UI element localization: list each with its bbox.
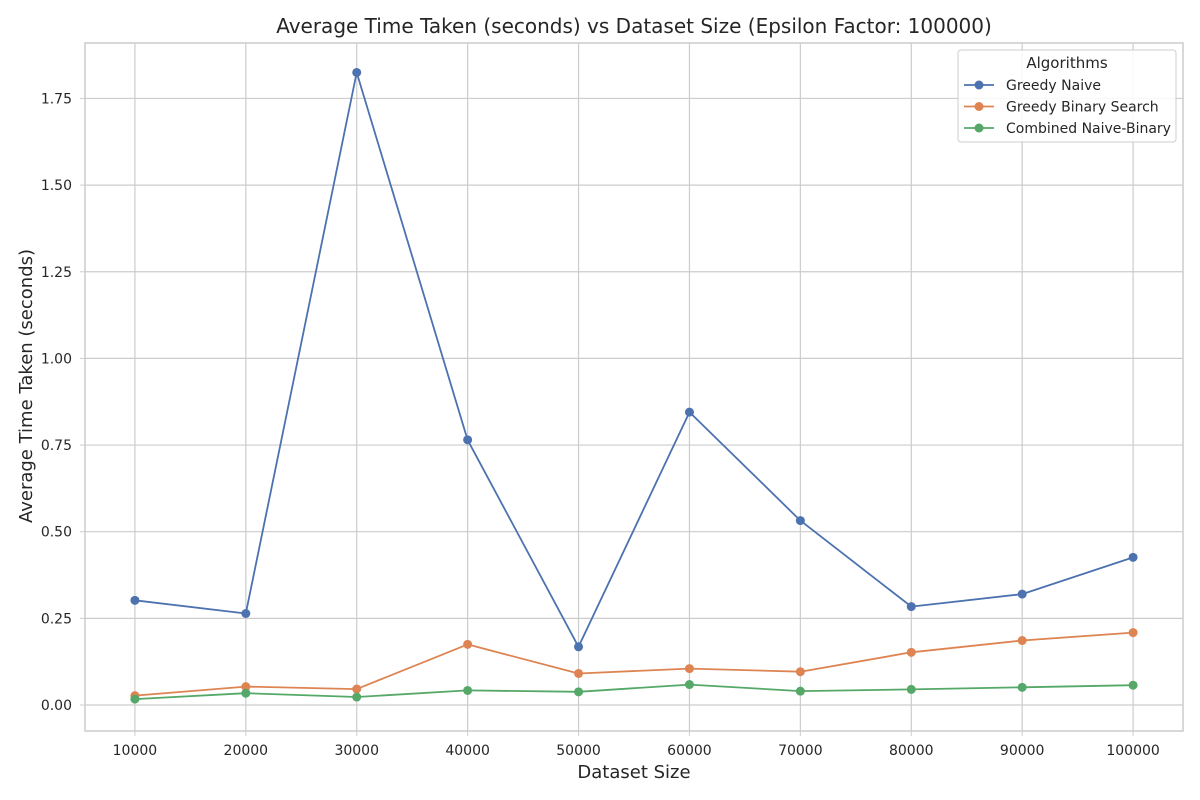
data-point bbox=[684, 407, 694, 417]
x-tick-label: 40000 bbox=[445, 743, 490, 759]
x-tick-label: 50000 bbox=[556, 743, 601, 759]
data-point bbox=[1128, 552, 1138, 562]
data-point bbox=[574, 668, 584, 678]
plot-frame bbox=[84, 42, 1184, 732]
y-axis-ticks: 0.00 0.25 0.50 0.75 1.00 1.25 1.50 1.75 bbox=[41, 91, 85, 714]
x-tick-label: 20000 bbox=[224, 743, 269, 759]
legend-item: Greedy Naive bbox=[964, 78, 1101, 94]
data-point bbox=[574, 642, 584, 652]
y-tick-label: 0.75 bbox=[41, 438, 72, 454]
grid bbox=[85, 43, 1183, 731]
data-point bbox=[906, 684, 916, 694]
series-line bbox=[134, 683, 1134, 700]
data-point bbox=[1128, 680, 1138, 690]
series-layer bbox=[130, 67, 1138, 704]
data-point bbox=[1017, 636, 1027, 646]
series-0 bbox=[130, 67, 1138, 652]
legend: Algorithms Greedy Naive Greedy Binary Sea… bbox=[957, 49, 1177, 143]
x-tick-label: 80000 bbox=[889, 743, 934, 759]
y-tick-label: 0.25 bbox=[41, 611, 72, 627]
x-tick-label: 90000 bbox=[1000, 743, 1045, 759]
series-line bbox=[134, 71, 1134, 648]
legend-label: Combined Naive-Binary bbox=[1006, 121, 1171, 137]
x-tick-label: 60000 bbox=[667, 743, 712, 759]
y-tick-label: 1.75 bbox=[41, 91, 72, 107]
y-tick-label: 0.00 bbox=[41, 698, 72, 714]
legend-label: Greedy Naive bbox=[1006, 78, 1101, 94]
y-axis-label: Average Time Taken (seconds) bbox=[16, 249, 37, 523]
legend-item: Greedy Binary Search bbox=[964, 100, 1159, 116]
data-point bbox=[352, 684, 362, 694]
x-tick-label: 30000 bbox=[334, 743, 379, 759]
legend-label: Greedy Binary Search bbox=[1006, 100, 1159, 116]
legend-swatch-marker bbox=[974, 102, 984, 111]
data-point bbox=[352, 67, 362, 77]
data-point bbox=[130, 595, 140, 605]
x-tick-label: 70000 bbox=[778, 743, 823, 759]
x-axis-label: Dataset Size bbox=[577, 762, 690, 783]
legend-title: Algorithms bbox=[1026, 54, 1107, 72]
data-point bbox=[795, 686, 805, 696]
y-tick-label: 1.25 bbox=[41, 265, 72, 281]
legend-box bbox=[957, 49, 1177, 143]
x-axis-ticks: 10000 20000 30000 40000 50000 60000 70000 80000… bbox=[113, 731, 1160, 759]
legend-items: Greedy Naive Greedy Binary Search Combined… bbox=[964, 78, 1171, 137]
data-point bbox=[574, 687, 584, 697]
data-point bbox=[241, 682, 251, 692]
data-point bbox=[352, 692, 362, 702]
data-point bbox=[684, 680, 694, 690]
data-point bbox=[795, 667, 805, 677]
data-point bbox=[463, 639, 473, 649]
chart-title: Average Time Taken (seconds) vs Dataset … bbox=[276, 14, 992, 38]
y-tick-label: 1.50 bbox=[41, 178, 72, 194]
data-point bbox=[130, 694, 140, 704]
data-point bbox=[795, 516, 805, 526]
x-tick-label: 100000 bbox=[1106, 743, 1159, 759]
y-tick-label: 1.00 bbox=[41, 351, 72, 367]
data-point bbox=[684, 664, 694, 674]
data-point bbox=[1017, 589, 1027, 599]
legend-swatch-marker bbox=[974, 80, 984, 90]
data-point bbox=[241, 609, 251, 619]
data-point bbox=[1128, 628, 1138, 638]
data-point bbox=[906, 647, 916, 657]
series-1 bbox=[130, 628, 1138, 701]
data-point bbox=[1017, 682, 1027, 692]
y-tick-label: 0.50 bbox=[41, 525, 72, 541]
data-point bbox=[463, 435, 473, 445]
x-tick-label: 10000 bbox=[113, 743, 158, 759]
series-line bbox=[134, 631, 1134, 697]
data-point bbox=[241, 688, 251, 698]
series-2 bbox=[130, 680, 1138, 704]
data-point bbox=[906, 602, 916, 612]
legend-item: Combined Naive-Binary bbox=[964, 121, 1171, 137]
data-point bbox=[463, 685, 473, 695]
legend-swatch-marker bbox=[974, 123, 984, 133]
